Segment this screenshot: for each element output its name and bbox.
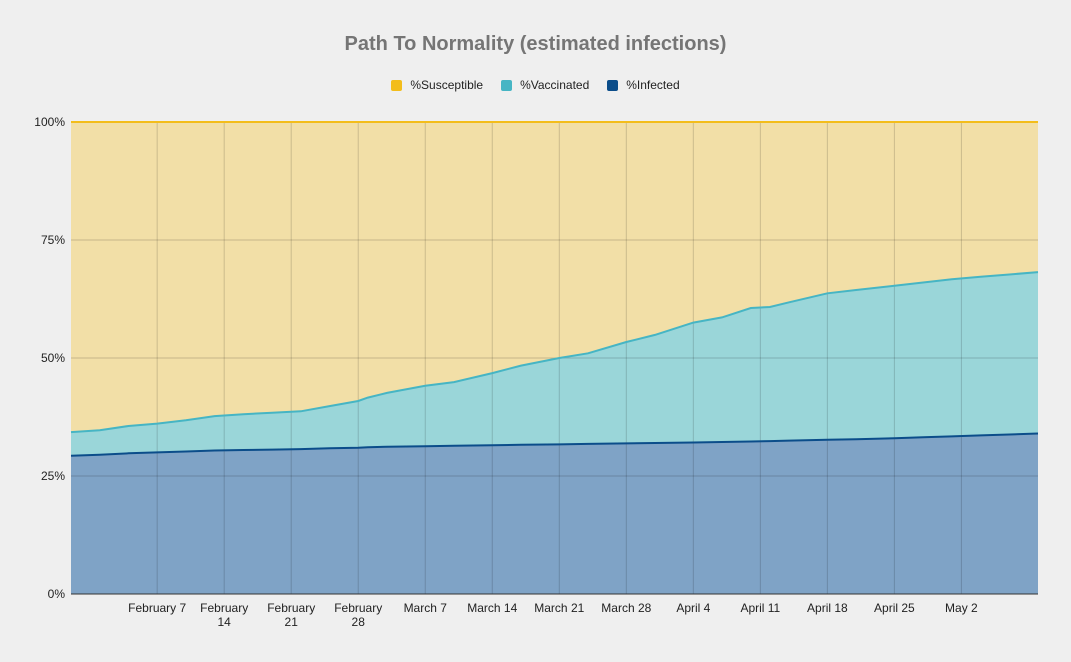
legend-item-susceptible[interactable]: %Susceptible [391,78,483,92]
y-tick-label: 50% [41,351,65,365]
x-tick-label: March 14 [467,601,517,615]
chart-title: Path To Normality (estimated infections) [344,33,727,55]
x-tick-label: April 4 [676,601,710,615]
line-infected [70,432,1039,457]
legend-item-vaccinated[interactable]: %Vaccinated [501,78,589,92]
y-tick-label: 75% [41,233,65,247]
chart-legend: %Susceptible %Vaccinated %Infected [0,78,1071,92]
legend-swatch-infected [607,79,619,91]
legend-swatch-vaccinated [501,79,513,91]
y-tick-label: 100% [34,115,65,129]
x-tick-label: April 18 [807,601,848,615]
legend-label-vaccinated: %Vaccinated [520,78,590,92]
legend-swatch-susceptible [391,79,403,91]
legend-label-susceptible: %Susceptible [410,78,484,92]
area-infected [71,433,1038,594]
x-tick-label: April 11 [740,601,780,615]
y-tick-label: 0% [48,587,66,601]
legend-item-infected[interactable]: %Infected [607,78,680,92]
area-susceptible [71,122,1038,433]
x-tick-label: February 21 [267,601,315,629]
x-tick-label: February 14 [200,601,248,629]
x-tick-label: March 7 [404,601,448,615]
y-tick-label: 25% [41,469,65,483]
x-tick-label: February 28 [334,601,382,629]
legend-label-infected: %Infected [626,78,680,92]
x-tick-label: March 21 [534,601,584,615]
line-vaccinated [70,271,1039,434]
x-tick-label: February 7 [128,601,186,615]
x-tick-label: May 2 [945,601,978,615]
x-tick-label: April 25 [874,601,915,615]
x-tick-label: March 28 [601,601,651,615]
